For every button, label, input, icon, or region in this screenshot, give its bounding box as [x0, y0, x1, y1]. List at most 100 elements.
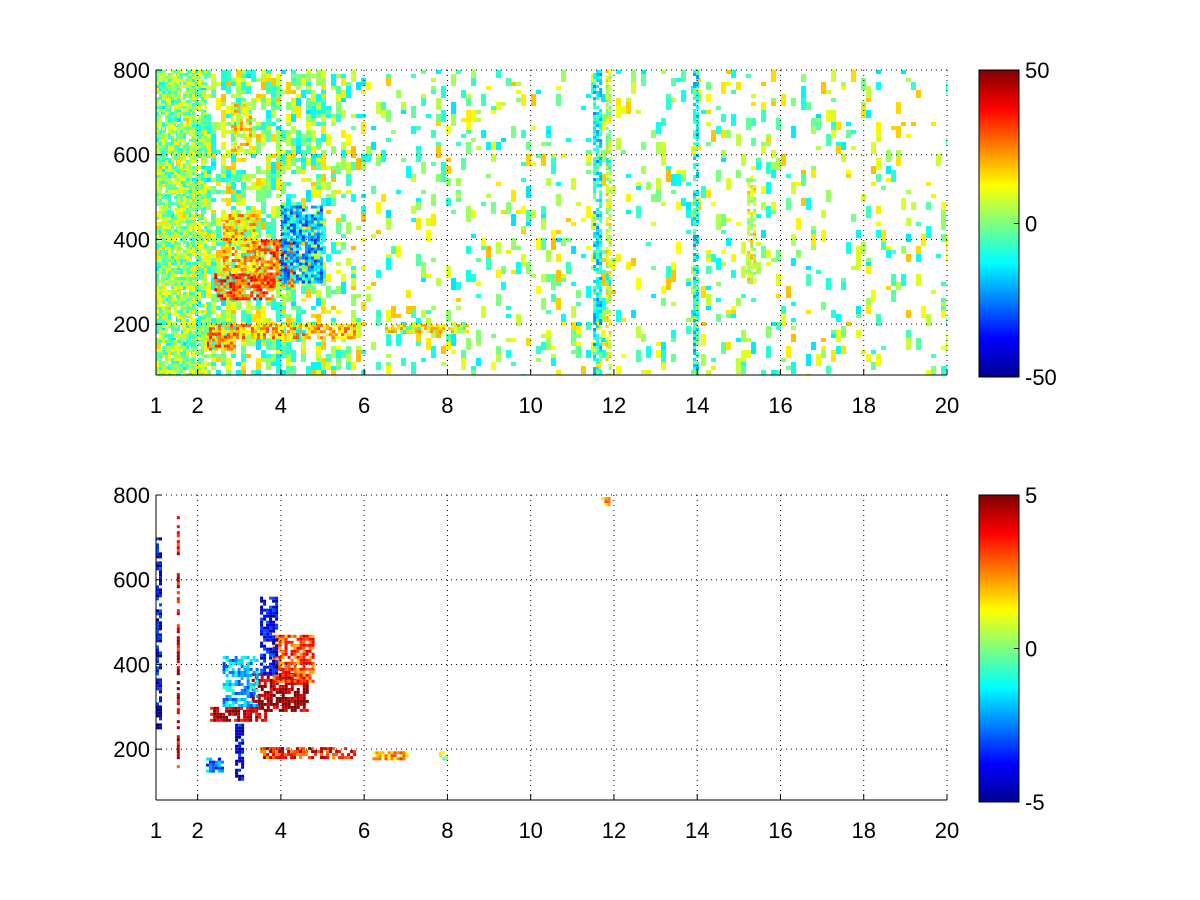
heatmap-cell	[198, 199, 201, 202]
heatmap-cell	[206, 354, 211, 358]
heatmap-cell	[696, 193, 700, 196]
heatmap-cell	[298, 205, 302, 209]
heatmap-cell	[346, 333, 350, 337]
heatmap-cell	[206, 126, 211, 138]
heatmap-cell	[198, 130, 201, 133]
heatmap-cell	[298, 274, 302, 278]
heatmap-cell	[608, 145, 612, 148]
heatmap-cell	[546, 142, 551, 146]
heatmap-cell	[168, 190, 171, 193]
heatmap-cell	[891, 170, 896, 182]
heatmap-cell	[204, 370, 207, 373]
heatmap-cell	[876, 82, 881, 90]
heatmap-cell	[661, 202, 666, 206]
heatmap-cell	[591, 214, 596, 218]
heatmap-cell	[234, 241, 238, 245]
heatmap-cell	[186, 232, 189, 235]
heatmap-cell	[696, 106, 700, 109]
heatmap-cell	[516, 210, 521, 214]
heatmap-cell	[271, 338, 276, 350]
heatmap-cell	[156, 145, 159, 148]
heatmap-cell	[311, 138, 316, 142]
heatmap-cell	[183, 229, 186, 232]
heatmap-cell	[156, 82, 159, 85]
heatmap-cell	[346, 336, 350, 340]
heatmap-cell	[551, 158, 556, 170]
heatmap-cell	[736, 370, 741, 374]
heatmap-cell	[189, 283, 192, 286]
heatmap-cell	[229, 294, 233, 298]
heatmap-cell	[245, 112, 249, 116]
heatmap-cell	[296, 98, 301, 110]
heatmap-cell	[214, 344, 218, 348]
heatmap-cell	[242, 151, 246, 155]
heatmap-cell	[351, 146, 356, 158]
heatmap-cell	[608, 352, 612, 355]
heatmap-cell	[234, 265, 238, 269]
heatmap-cell	[275, 251, 279, 255]
heatmap-cell	[393, 327, 397, 331]
heatmap-cell	[313, 268, 317, 272]
heatmap-cell	[343, 333, 347, 337]
heatmap-cell	[316, 244, 320, 248]
heatmap-cell	[856, 246, 861, 258]
heatmap-cell	[605, 127, 609, 130]
heatmap-cell	[496, 294, 501, 306]
heatmap-cell	[196, 122, 201, 134]
heatmap-cell	[238, 273, 242, 277]
heatmap-cell	[366, 154, 371, 162]
heatmap-cell	[599, 109, 603, 112]
heatmap-cell	[201, 163, 204, 166]
heatmap-cell	[211, 186, 216, 194]
heatmap-cell	[599, 88, 603, 91]
heatmap-cell	[246, 214, 250, 218]
heatmap-cell	[165, 289, 168, 292]
heatmap-cell	[696, 130, 700, 133]
heatmap-cell	[189, 121, 192, 124]
heatmap-cell	[165, 133, 168, 136]
heatmap-cell	[593, 310, 597, 313]
heatmap-cell	[198, 217, 201, 220]
heatmap-cell	[221, 122, 226, 134]
heatmap-cell	[471, 138, 476, 142]
heatmap-cell	[286, 162, 291, 170]
heatmap-cell	[931, 290, 936, 294]
heatmap-cell	[225, 232, 229, 236]
heatmap-cell	[266, 284, 270, 288]
heatmap-cell	[316, 94, 321, 102]
heatmap-cell	[230, 121, 234, 125]
heatmap-cell	[596, 238, 600, 241]
heatmap-cell	[701, 334, 706, 346]
heatmap-cell	[180, 313, 183, 316]
heatmap-cell	[851, 214, 856, 222]
heatmap-cell	[593, 103, 597, 106]
heatmap-cell	[605, 172, 609, 175]
heatmap-cell	[237, 262, 241, 266]
heatmap-cell	[576, 290, 581, 298]
heatmap-cell	[242, 127, 246, 131]
heatmap-cell	[166, 170, 171, 182]
heatmap-cell	[256, 288, 260, 292]
heatmap-cell	[165, 196, 168, 199]
heatmap-cell	[596, 301, 600, 304]
heatmap-cell	[174, 241, 177, 244]
heatmap-cell	[283, 223, 287, 227]
heatmap-cell	[280, 253, 284, 257]
heatmap-cell	[599, 304, 603, 307]
heatmap-cell	[201, 358, 204, 361]
heatmap-cell	[256, 78, 261, 82]
heatmap-cell	[361, 90, 366, 94]
heatmap-cell	[319, 232, 323, 236]
heatmap-cell	[693, 142, 697, 145]
heatmap-cell	[451, 334, 456, 346]
heatmap-cell	[319, 259, 323, 263]
heatmap-cell	[266, 110, 271, 118]
heatmap-cell	[296, 74, 301, 86]
heatmap-cell	[162, 298, 165, 301]
heatmap-cell	[156, 130, 159, 133]
heatmap-cell	[243, 250, 247, 254]
heatmap-cell	[251, 370, 256, 375]
heatmap-cell	[201, 232, 204, 235]
heatmap-cell	[371, 142, 376, 150]
heatmap-cell	[283, 235, 287, 239]
